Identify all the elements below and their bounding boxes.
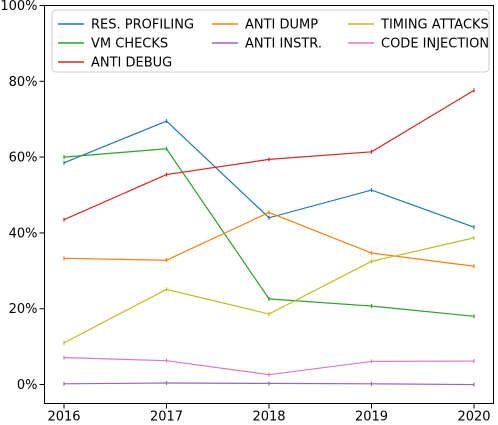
x-tick-label: 2018 bbox=[252, 410, 285, 425]
legend-item: RES. PROFILING bbox=[58, 18, 194, 33]
legend-item: CODE INJECTION bbox=[348, 37, 489, 52]
x-tick-label: 2019 bbox=[355, 410, 388, 425]
legend-item: ANTI INSTR. bbox=[212, 37, 322, 52]
y-tick-label: 0% bbox=[17, 378, 38, 393]
y-axis: 0% 20% 40% 60% 80% 100% bbox=[0, 0, 45, 393]
legend-label: ANTI DEBUG bbox=[91, 56, 172, 71]
legend-item: TIMING ATTACKS bbox=[348, 18, 489, 33]
legend-label: ANTI INSTR. bbox=[245, 37, 322, 52]
legend-label: RES. PROFILING bbox=[91, 18, 194, 33]
series-timing-attacks bbox=[63, 235, 475, 345]
legend-item: VM CHECKS bbox=[58, 37, 168, 52]
y-tick-label: 80% bbox=[9, 75, 38, 90]
legend-item: ANTI DUMP bbox=[212, 18, 318, 33]
series-code-injection bbox=[63, 355, 475, 377]
x-tick-label: 2020 bbox=[457, 410, 490, 425]
y-tick-label: 60% bbox=[9, 151, 38, 166]
y-tick-label: 100% bbox=[0, 0, 37, 14]
legend: RES. PROFILING VM CHECKS ANTI DEBUG ANTI DU… bbox=[51, 9, 490, 73]
x-tick-label: 2016 bbox=[47, 410, 80, 425]
legend-label: VM CHECKS bbox=[91, 37, 168, 52]
y-tick-label: 40% bbox=[9, 226, 38, 241]
legend-item: ANTI DEBUG bbox=[58, 56, 172, 71]
series-anti-dump bbox=[63, 210, 475, 269]
x-tick-label: 2017 bbox=[150, 410, 183, 425]
legend-label: CODE INJECTION bbox=[381, 37, 489, 52]
x-axis: 2016 2017 2018 2019 2020 bbox=[47, 403, 491, 425]
series-vm-checks bbox=[63, 146, 475, 319]
y-tick-label: 20% bbox=[9, 302, 38, 317]
legend-box bbox=[51, 9, 490, 73]
series-res-profiling bbox=[63, 119, 475, 230]
legend-label: TIMING ATTACKS bbox=[380, 18, 489, 33]
legend-label: ANTI DUMP bbox=[245, 18, 318, 33]
series-anti-instr bbox=[63, 381, 475, 387]
series-layer bbox=[63, 88, 475, 387]
series-anti-debug bbox=[63, 88, 475, 222]
